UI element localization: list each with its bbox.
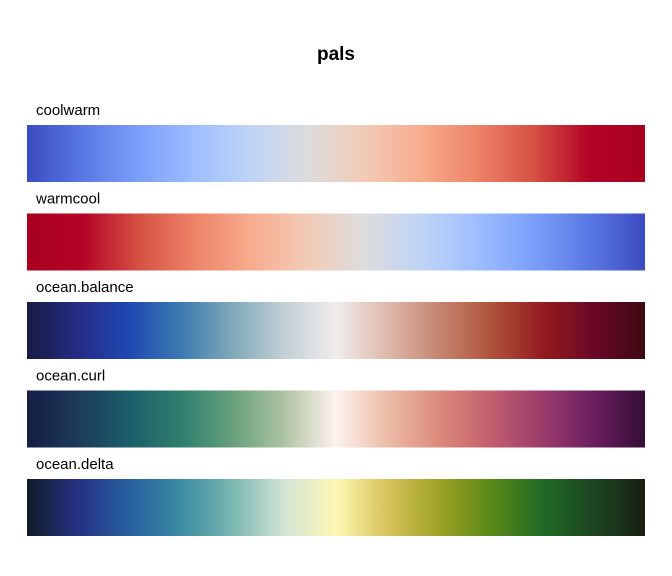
palette-bar <box>27 302 645 359</box>
palette-label: ocean.balance <box>36 279 134 296</box>
palette-bar <box>27 390 645 448</box>
palette-label: warmcool <box>35 191 100 208</box>
palette-bar <box>27 125 645 182</box>
palette-row-ocean-curl: ocean.curl <box>27 368 645 448</box>
palette-row-ocean-delta: ocean.delta <box>27 456 645 536</box>
chart-title: pals <box>317 44 355 65</box>
palette-row-warmcool: warmcool <box>27 191 645 271</box>
palette-rows: coolwarm warmcool ocean.balance ocean.curl o… <box>27 102 645 536</box>
palette-label: ocean.delta <box>36 456 114 473</box>
palette-row-ocean-balance: ocean.balance <box>27 279 645 359</box>
palette-bar <box>27 213 645 271</box>
palette-label: coolwarm <box>36 102 100 119</box>
palette-bar <box>27 479 645 536</box>
palette-label: ocean.curl <box>36 368 105 385</box>
palette-row-coolwarm: coolwarm <box>27 102 645 182</box>
